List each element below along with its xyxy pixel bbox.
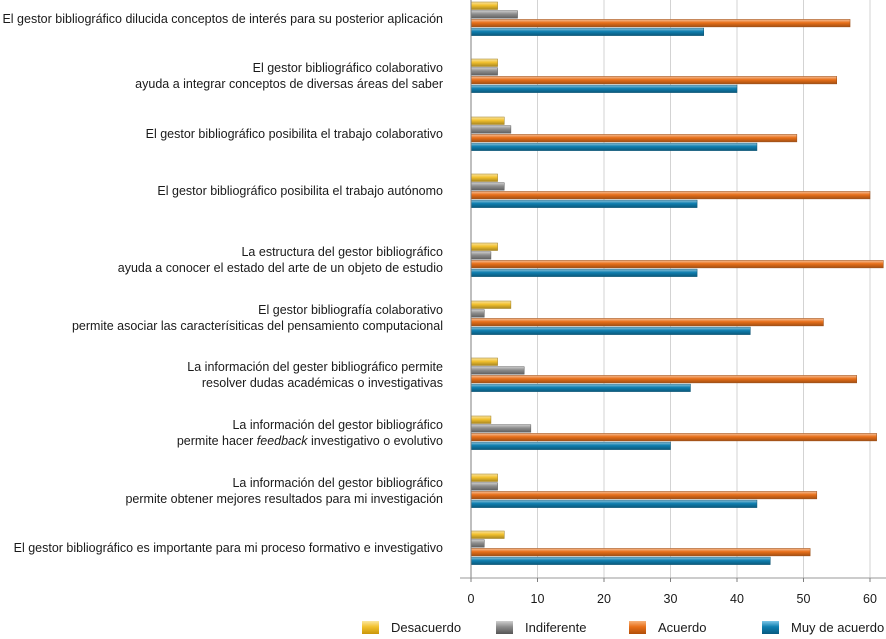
- category-label: La estructura del gestor bibliográfico: [241, 245, 443, 259]
- legend-label: Muy de acuerdo: [791, 620, 885, 635]
- bar-indiferente: [470, 125, 512, 134]
- x-tick-label: 60: [863, 592, 877, 606]
- category-label: El gestor bibliografía colaborativo: [258, 303, 443, 317]
- bar-desacuerdo: [470, 357, 498, 366]
- bar-indiferente: [470, 67, 498, 76]
- category-label: El gestor bibliográfico posibilita el tr…: [157, 184, 443, 198]
- bar-indiferente: [470, 309, 485, 318]
- category-label: La información del gestor bibliográfico: [232, 476, 443, 490]
- bar-desacuerdo: [470, 242, 498, 251]
- bar-indiferente: [470, 366, 525, 375]
- bar-indiferente: [470, 424, 532, 433]
- category-label: permite hacer feedback investigativo o e…: [177, 434, 443, 448]
- legend-label: Indiferente: [525, 620, 587, 635]
- bar-muy-de-acuerdo: [470, 499, 758, 508]
- bar-muy-de-acuerdo: [470, 199, 698, 208]
- bar-desacuerdo: [470, 1, 498, 10]
- legend-item-indiferente: Indiferente: [496, 620, 586, 635]
- bar-muy-de-acuerdo: [470, 441, 671, 450]
- x-tick-label: 0: [468, 592, 475, 606]
- category-label: La información del gester bibliográfico …: [187, 360, 443, 374]
- bar-muy-de-acuerdo: [470, 84, 738, 93]
- category-label: El gestor bibliográfico posibilita el tr…: [146, 127, 443, 141]
- bar-desacuerdo: [470, 473, 498, 482]
- bar-acuerdo: [470, 76, 837, 85]
- category-label: El gestor bibliográfico colaborativo: [253, 61, 443, 75]
- category-label: El gestor bibliográfico dilucida concept…: [2, 12, 443, 26]
- bar-desacuerdo: [470, 300, 512, 309]
- bar-acuerdo: [470, 491, 818, 500]
- bar-desacuerdo: [470, 116, 505, 125]
- category-label: permite obtener mejores resultados para …: [125, 492, 443, 506]
- category-label: resolver dudas académicas o investigativ…: [202, 376, 443, 390]
- bar-muy-de-acuerdo: [470, 383, 691, 392]
- category-labels: El gestor bibliográfico dilucida concept…: [2, 12, 443, 555]
- bar-indiferente: [470, 539, 485, 548]
- bar-chart: 0 10 20 30 40 50 60 El gestor bibliográfico di…: [2, 0, 886, 606]
- legend: Desacuerdo Indiferente Acuerdo Muy de ac…: [0, 620, 886, 639]
- legend-swatch-desacuerdo: [362, 621, 379, 634]
- bar-acuerdo: [470, 19, 851, 28]
- legend-swatch-acuerdo: [629, 621, 646, 634]
- bar-muy-de-acuerdo: [470, 326, 751, 335]
- bar-muy-de-acuerdo: [470, 27, 704, 36]
- bar-desacuerdo: [470, 530, 505, 539]
- bar-indiferente: [470, 251, 492, 260]
- legend-swatch-indiferente: [496, 621, 513, 634]
- x-tick-label: 20: [597, 592, 611, 606]
- legend-item-desacuerdo: Desacuerdo: [362, 620, 461, 635]
- bar-desacuerdo: [470, 415, 492, 424]
- grid-lines: [470, 0, 871, 578]
- bar-acuerdo: [470, 134, 798, 143]
- bar-indiferente: [470, 482, 498, 491]
- bar-indiferente: [470, 10, 518, 19]
- category-label: El gestor bibliográfico es importante pa…: [14, 541, 443, 555]
- bar-acuerdo: [470, 375, 857, 384]
- category-label: La información del gestor bibliográfico: [232, 418, 443, 432]
- bar-muy-de-acuerdo: [470, 268, 698, 277]
- bar-acuerdo: [470, 548, 811, 557]
- bars-group: [470, 1, 884, 565]
- category-label: ayuda a integrar conceptos de diversas á…: [135, 77, 443, 91]
- x-tick-label: 10: [531, 592, 545, 606]
- bar-acuerdo: [470, 191, 871, 200]
- bar-acuerdo: [470, 318, 824, 327]
- legend-item-acuerdo: Acuerdo: [629, 620, 706, 635]
- bar-indiferente: [470, 182, 505, 191]
- category-label: ayuda a conocer el estado del arte de un…: [118, 261, 443, 275]
- legend-swatch-muy-de-acuerdo: [762, 621, 779, 634]
- x-tick-label: 50: [797, 592, 811, 606]
- legend-label: Desacuerdo: [391, 620, 462, 635]
- x-tick-label: 40: [730, 592, 744, 606]
- bar-desacuerdo: [470, 173, 498, 182]
- category-label: permite asociar las caracterísiticas del…: [72, 319, 443, 333]
- legend-item-muy-de-acuerdo: Muy de acuerdo: [762, 620, 884, 635]
- x-tick-label: 30: [664, 592, 678, 606]
- bar-desacuerdo: [470, 58, 498, 67]
- bar-acuerdo: [470, 433, 877, 442]
- legend-label: Acuerdo: [658, 620, 707, 635]
- bar-acuerdo: [470, 260, 884, 269]
- bar-muy-de-acuerdo: [470, 142, 758, 151]
- bar-muy-de-acuerdo: [470, 556, 771, 565]
- x-axis: 0 10 20 30 40 50 60: [460, 0, 886, 606]
